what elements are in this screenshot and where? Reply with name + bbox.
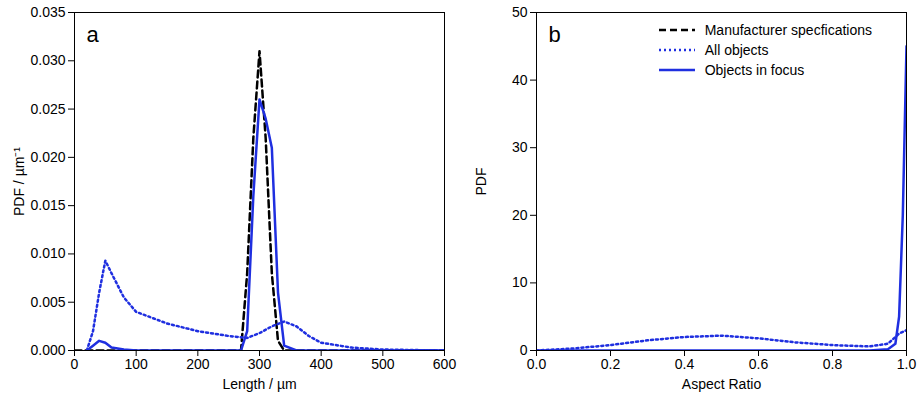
- svg-text:10: 10: [512, 274, 528, 290]
- svg-text:600: 600: [433, 356, 457, 372]
- svg-text:20: 20: [512, 207, 528, 223]
- svg-text:0: 0: [519, 342, 528, 358]
- svg-text:0.025: 0.025: [30, 101, 65, 117]
- svg-text:0.010: 0.010: [30, 245, 65, 261]
- svg-text:a: a: [87, 22, 100, 47]
- svg-text:50: 50: [512, 4, 528, 20]
- svg-text:0.6: 0.6: [749, 356, 769, 372]
- svg-text:PDF: PDF: [473, 168, 489, 196]
- svg-text:30: 30: [512, 139, 528, 155]
- html-text:All objects: All objects: [704, 42, 769, 58]
- svg-text:0.035: 0.035: [30, 4, 65, 20]
- svg-text:0.2: 0.2: [601, 356, 621, 372]
- svg-text:b: b: [549, 22, 561, 47]
- html-text:Objects in focus: Objects in focus: [704, 62, 805, 78]
- svg-text:PDF / µm⁻¹: PDF / µm⁻¹: [11, 147, 27, 216]
- svg-text:500: 500: [371, 356, 395, 372]
- svg-text:0.8: 0.8: [823, 356, 843, 372]
- svg-text:0.030: 0.030: [30, 52, 65, 68]
- svg-text:400: 400: [309, 356, 333, 372]
- html-text:Manufacturer specfications: Manufacturer specfications: [704, 22, 872, 38]
- svg-text:300: 300: [248, 356, 272, 372]
- svg-text:200: 200: [186, 356, 210, 372]
- svg-text:100: 100: [124, 356, 148, 372]
- svg-text:1.0: 1.0: [897, 356, 917, 372]
- svg-text:0.000: 0.000: [30, 342, 65, 358]
- svg-text:40: 40: [512, 72, 528, 88]
- svg-text:0.020: 0.020: [30, 149, 65, 165]
- svg-text:0.0: 0.0: [527, 356, 547, 372]
- svg-text:Length / µm: Length / µm: [222, 376, 296, 392]
- svg-text:0: 0: [71, 356, 79, 372]
- svg-text:0.005: 0.005: [30, 294, 65, 310]
- svg-text:0.015: 0.015: [30, 197, 65, 213]
- svg-text:Aspect Ratio: Aspect Ratio: [682, 376, 762, 392]
- svg-text:0.4: 0.4: [675, 356, 695, 372]
